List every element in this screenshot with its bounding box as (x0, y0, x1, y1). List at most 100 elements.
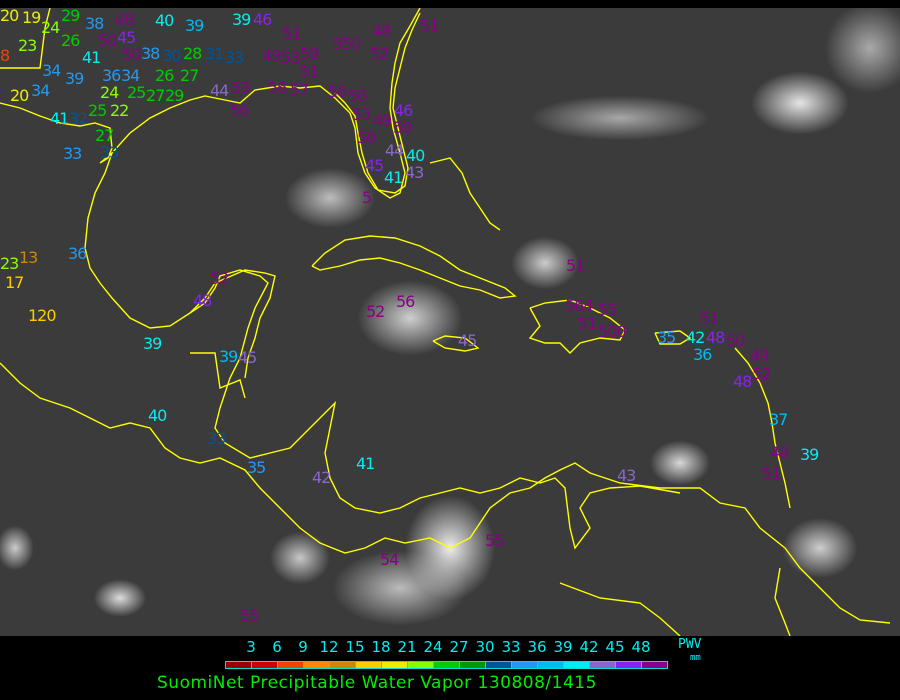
coastline-jamaica (432, 335, 480, 352)
station-pwv-label: 33 (100, 143, 119, 162)
station-pwv-label: 55 (598, 300, 617, 319)
station-pwv-label: 48 (706, 328, 725, 347)
station-pwv-label: 42 (686, 328, 705, 347)
coastline-hispaniola (528, 299, 626, 354)
legend-tick: 18 (371, 638, 391, 656)
legend-swatch (434, 662, 460, 668)
border-us-states (0, 8, 51, 69)
coastline-florida (334, 12, 421, 194)
coastline-cuba (311, 235, 517, 299)
legend-tick: 15 (345, 638, 365, 656)
coastline-gulf-us (0, 8, 421, 199)
coastline-puerto-rico (654, 330, 692, 345)
station-pwv-label: 49 (262, 46, 281, 65)
legend-tick: 27 (449, 638, 469, 656)
station-pwv-label: 51 (282, 24, 301, 43)
station-pwv-label: 51 (420, 16, 439, 35)
station-pwv-label: 39 (232, 10, 251, 29)
station-pwv-label: 45 (365, 156, 384, 175)
station-pwv-label: 17 (5, 273, 24, 292)
legend-swatch (642, 662, 667, 668)
station-pwv-label: 53 (352, 105, 371, 124)
station-pwv-label: 51 (566, 256, 585, 275)
station-pwv-label: 40 (148, 406, 167, 425)
station-pwv-label: 13 (19, 248, 38, 267)
station-pwv-label: 24 (41, 18, 60, 37)
station-pwv-label: 59 (300, 44, 319, 63)
station-pwv-label: 34 (121, 66, 140, 85)
legend-tick: 45 (605, 638, 625, 656)
coastline-central-america-caribbean (214, 400, 681, 550)
station-pwv-label: 51 (762, 464, 781, 483)
station-pwv-label: 26 (61, 31, 80, 50)
station-pwv-label: 48 (733, 372, 752, 391)
legend-tick: 6 (272, 638, 282, 656)
station-pwv-label: 25 (127, 83, 146, 102)
legend-tick: 24 (423, 638, 443, 656)
station-pwv-label: 41 (50, 109, 69, 128)
legend-swatch (590, 662, 616, 668)
station-pwv-label: 41 (82, 48, 101, 67)
station-pwv-label: 52 (210, 269, 229, 288)
station-pwv-label: 55 (240, 606, 259, 625)
station-pwv-label: 56 (230, 101, 249, 120)
station-pwv-label: 48 (770, 443, 789, 462)
station-pwv-label: 48 (115, 10, 134, 29)
station-pwv-label: 25 (88, 101, 107, 120)
station-pwv-label: 46 (394, 101, 413, 120)
legend-swatch (226, 662, 252, 668)
legend-tick: 36 (527, 638, 547, 656)
station-pwv-label: 46 (253, 10, 272, 29)
station-pwv-label: 34 (31, 81, 50, 100)
station-pwv-label: 43 (405, 163, 424, 182)
station-pwv-label: 37 (769, 410, 788, 429)
station-pwv-label: 32 (69, 109, 88, 128)
station-pwv-label: 550 (333, 34, 362, 53)
station-pwv-label: 56 (328, 82, 347, 101)
station-pwv-label: 20 (0, 8, 19, 25)
station-pwv-label: 45 (117, 28, 136, 47)
station-pwv-label: 39 (185, 16, 204, 35)
station-pwv-label: 35 (657, 328, 676, 347)
border-guyana (774, 567, 791, 636)
station-pwv-label: 40 (155, 11, 174, 30)
coastlines (0, 8, 891, 636)
legend-swatch (278, 662, 304, 668)
station-pwv-label: 33 (63, 144, 82, 163)
coastline-lesser-antilles (734, 347, 791, 509)
station-pwv-label: 50 (393, 118, 412, 137)
legend-swatch (330, 662, 356, 668)
legend-tick: 3 (246, 638, 256, 656)
legend-swatch (512, 662, 538, 668)
station-pwv-label: 23 (18, 36, 37, 55)
legend-swatch (460, 662, 486, 668)
station-pwv-label: 500 (598, 322, 627, 341)
station-pwv-label: 49 (750, 346, 769, 365)
station-pwv-label: 38 (85, 14, 104, 33)
station-pwv-label: 31 (205, 44, 224, 63)
station-pwv-label: 45 (238, 348, 257, 367)
legend-unit-label: PWV (678, 637, 702, 652)
station-pwv-label: 50 (357, 128, 376, 147)
station-pwv-label: 34 (42, 61, 61, 80)
station-pwv-label: 53 (231, 78, 250, 97)
station-pwv-label: 564 (565, 296, 594, 315)
station-pwv-label: 27 (180, 66, 199, 85)
station-pwv-label: 38 (141, 44, 160, 63)
legend-swatch (356, 662, 382, 668)
station-pwv-label: 27 (146, 86, 165, 105)
map-title: SuomiNet Precipitable Water Vapor 130808… (157, 673, 597, 693)
station-pwv-label: 8 (0, 46, 10, 65)
station-pwv-label: 36 (68, 244, 87, 263)
station-pwv-label: 29 (61, 8, 80, 25)
station-pwv-label: 44 (385, 141, 404, 160)
station-pwv-label: 120 (28, 306, 57, 325)
legend-tick: 12 (319, 638, 339, 656)
station-pwv-label: 53 (281, 48, 300, 67)
station-pwv-label: 27 (95, 126, 114, 145)
station-pwv-label: 39 (65, 69, 84, 88)
station-pwv-label: 52 (366, 302, 385, 321)
station-pwv-label: 40 (406, 146, 425, 165)
station-pwv-label: 30 (162, 46, 181, 65)
